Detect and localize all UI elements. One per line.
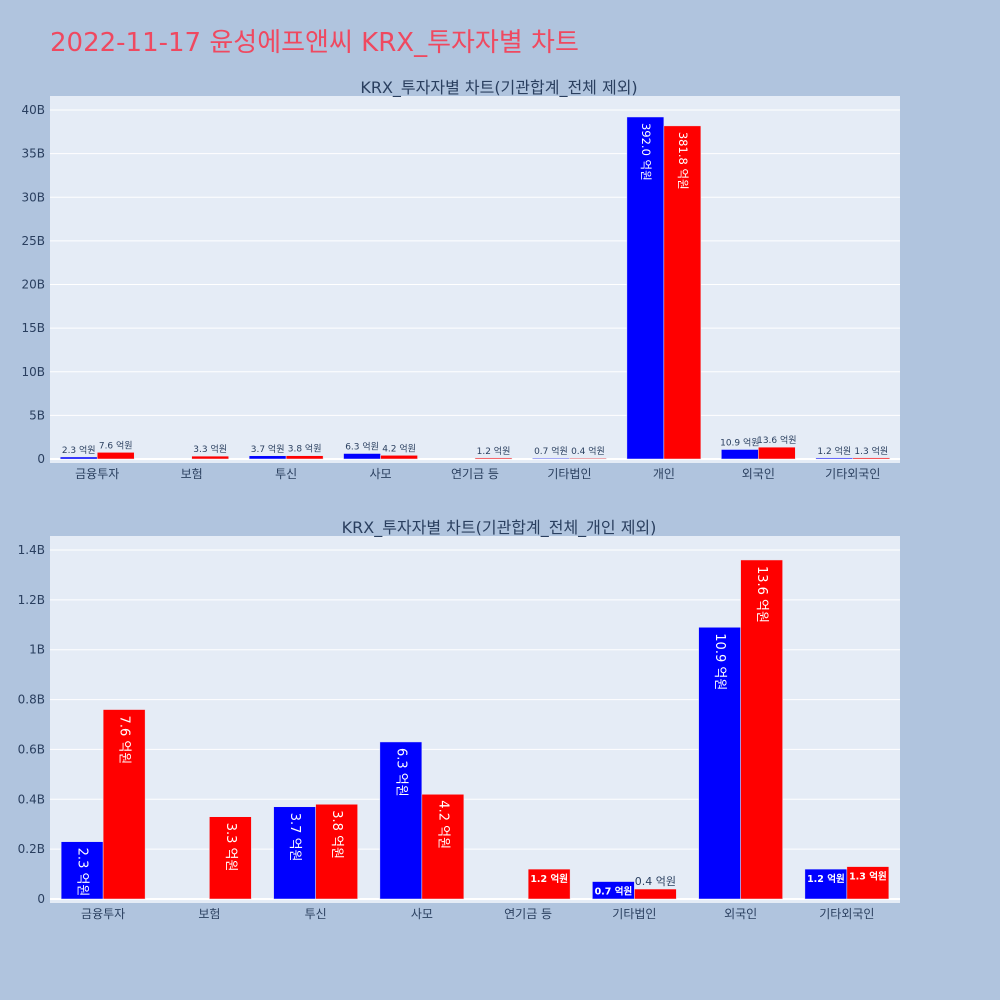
bar <box>569 457 607 460</box>
x-tick-label: 사모 <box>411 907 433 921</box>
data-label: 2.3 억원 <box>62 444 96 456</box>
bar <box>96 452 135 460</box>
data-label: 3.8 억원 <box>288 443 322 455</box>
bar <box>815 457 854 460</box>
data-label: 3.3 억원 <box>193 443 227 455</box>
data-label: 1.2 억원 <box>807 873 845 885</box>
data-label: 392.0 억원 <box>639 123 653 181</box>
y-tick-label: 0 <box>37 892 45 906</box>
x-tick-label: 기타외국인 <box>819 907 874 921</box>
bar <box>527 868 571 900</box>
y-tick-label: 0.6B <box>18 742 45 756</box>
data-label: 10.9 억원 <box>712 633 727 690</box>
chart-bottom: KRX_투자자별 차트(기관합계_전체_개인 제외) 0 0.2B 0.4B 0.6B 0… <box>18 518 900 921</box>
bar <box>343 453 381 460</box>
y-tick-label: 25B <box>21 234 45 248</box>
data-label: 7.6 억원 <box>117 716 132 765</box>
bar <box>315 804 358 900</box>
bar <box>634 888 677 900</box>
bar <box>740 559 783 900</box>
bar <box>698 627 741 900</box>
data-label: 0.4 억원 <box>571 445 605 457</box>
bar <box>209 816 252 900</box>
y-tick-label: 30B <box>21 190 45 204</box>
x-tick-label: 사모 <box>370 467 392 481</box>
bar <box>852 457 891 460</box>
x-tick-label: 외국인 <box>742 467 775 481</box>
bar <box>285 455 324 460</box>
y-tick-label: 15B <box>21 321 45 335</box>
data-label: 1.2 억원 <box>817 445 851 457</box>
y-tick-label: 0.2B <box>18 842 45 856</box>
y-tick-label: 0.8B <box>18 693 45 707</box>
x-tick-label: 기타법인 <box>612 907 656 921</box>
data-label: 3.7 억원 <box>251 443 285 455</box>
page-title: 2022-11-17 윤성에프앤씨 KRX_투자자별 차트 <box>50 28 579 58</box>
x-tick-label: 연기금 등 <box>451 467 499 481</box>
bar <box>532 457 570 460</box>
plot-area <box>50 96 900 463</box>
bar <box>273 806 316 900</box>
y-tick-label: 40B <box>21 103 45 117</box>
chart-top: KRX_투자자별 차트(기관합계_전체 제외) 0 5B 10B 15B 20B 25B 30… <box>21 78 900 481</box>
data-label: 13.6 억원 <box>754 566 769 623</box>
x-tick-label: 기타외국인 <box>825 467 880 481</box>
data-label: 4.2 억원 <box>435 800 450 849</box>
bar <box>248 455 287 460</box>
bar <box>421 794 465 900</box>
data-label: 1.3 억원 <box>854 445 888 457</box>
bar <box>846 866 890 900</box>
y-tick-label: 35B <box>21 147 45 161</box>
x-tick-label: 보험 <box>181 467 203 481</box>
data-label: 3.3 억원 <box>223 823 238 872</box>
bar <box>102 709 146 900</box>
bar <box>663 125 702 460</box>
data-label: 2.3 억원 <box>75 848 90 897</box>
x-tick-label: 기타법인 <box>547 467 591 481</box>
x-tick-label: 외국인 <box>724 907 757 921</box>
bar <box>60 841 104 900</box>
bar <box>380 455 418 460</box>
bar <box>721 449 759 460</box>
data-label: 3.7 억원 <box>287 813 302 862</box>
data-label: 1.2 억원 <box>530 873 568 885</box>
y-tick-label: 5B <box>29 408 45 422</box>
x-tick-label: 투신 <box>305 907 327 921</box>
data-label: 1.3 억원 <box>849 871 887 883</box>
data-label: 3.8 억원 <box>329 810 344 859</box>
y-tick-label: 20B <box>21 278 45 292</box>
bar <box>626 116 665 460</box>
bar <box>474 457 513 460</box>
bar <box>379 741 423 900</box>
data-label: 6.3 억원 <box>345 441 379 453</box>
bar <box>758 446 796 460</box>
data-label: 10.9 억원 <box>720 436 759 448</box>
data-label: 0.7 억원 <box>595 886 633 898</box>
x-tick-label: 투신 <box>275 467 297 481</box>
y-tick-label: 0 <box>37 452 45 466</box>
bar <box>59 456 98 460</box>
x-tick-label: 금융투자 <box>75 467 119 481</box>
data-label: 0.4 억원 <box>635 875 676 888</box>
data-label: 381.8 억원 <box>676 132 690 190</box>
y-tick-label: 0.4B <box>18 792 45 806</box>
x-tick-label: 연기금 등 <box>504 907 552 921</box>
y-tick-label: 10B <box>21 365 45 379</box>
data-label: 0.7 억원 <box>534 445 568 457</box>
chart-title: KRX_투자자별 차트(기관합계_전체_개인 제외) <box>342 518 657 538</box>
data-label: 1.2 억원 <box>477 445 511 457</box>
chart-title: KRX_투자자별 차트(기관합계_전체 제외) <box>360 78 637 98</box>
x-tick-label: 금융투자 <box>81 907 125 921</box>
data-label: 4.2 억원 <box>382 442 416 454</box>
y-tick-label: 1.2B <box>18 593 45 607</box>
x-tick-label: 개인 <box>653 467 675 481</box>
data-label: 6.3 억원 <box>393 748 408 797</box>
bar <box>191 455 229 460</box>
y-tick-label: 1.4B <box>18 543 45 557</box>
data-label: 7.6 억원 <box>99 439 133 451</box>
x-tick-label: 보험 <box>198 907 220 921</box>
bar <box>804 868 848 900</box>
data-label: 13.6 억원 <box>757 434 796 446</box>
y-tick-label: 1B <box>29 643 45 657</box>
